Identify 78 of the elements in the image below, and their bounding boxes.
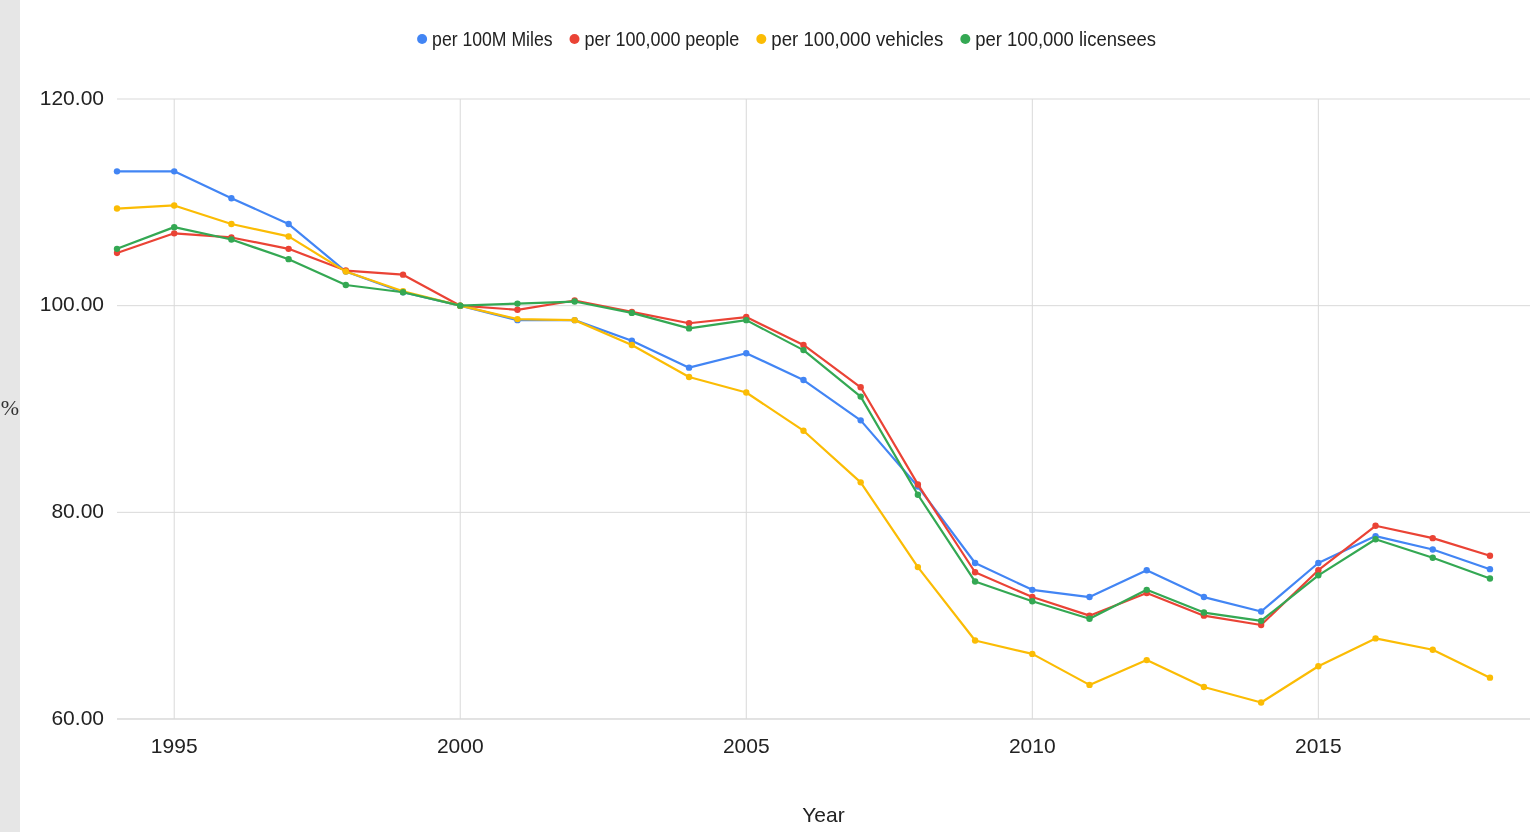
legend-label: per 100,000 vehicles bbox=[771, 26, 966, 50]
point bbox=[113, 245, 121, 253]
point bbox=[1486, 674, 1494, 681]
y-axis-title: % bbox=[0, 395, 20, 421]
point bbox=[228, 195, 235, 202]
y-tick-label: 60.00 bbox=[51, 705, 104, 729]
point bbox=[685, 325, 693, 332]
point bbox=[1429, 534, 1436, 542]
point bbox=[171, 223, 178, 231]
y-tick-label: 100.00 bbox=[39, 292, 104, 316]
point bbox=[228, 220, 235, 228]
point bbox=[971, 637, 979, 644]
point bbox=[285, 220, 292, 228]
x-tick-label: 2015 bbox=[1294, 733, 1342, 757]
x-axis-title: Year bbox=[802, 802, 845, 826]
point bbox=[1372, 522, 1379, 529]
point bbox=[171, 168, 178, 175]
point bbox=[914, 563, 922, 571]
point bbox=[800, 346, 807, 354]
point bbox=[285, 233, 292, 240]
point bbox=[800, 427, 807, 434]
point bbox=[1143, 567, 1150, 574]
point bbox=[1029, 586, 1036, 594]
point bbox=[1315, 663, 1322, 670]
y-tick-label: 80.00 bbox=[51, 498, 104, 522]
legend-label: per 100,000 licensees bbox=[975, 26, 1181, 50]
point bbox=[857, 393, 864, 400]
point bbox=[1429, 554, 1436, 561]
y-tick-label: 120.00 bbox=[39, 85, 104, 109]
point bbox=[1486, 565, 1494, 573]
legend-label: per 100M Miles bbox=[432, 26, 576, 50]
point bbox=[514, 300, 521, 307]
point bbox=[1029, 650, 1036, 658]
point bbox=[285, 245, 292, 253]
point bbox=[857, 479, 864, 486]
point bbox=[1429, 546, 1436, 553]
point bbox=[971, 559, 979, 567]
x-tick-label: 2010 bbox=[1008, 733, 1056, 757]
point bbox=[857, 417, 864, 424]
point bbox=[1486, 575, 1494, 582]
x-tick-label: 2005 bbox=[722, 733, 770, 757]
point bbox=[857, 384, 864, 391]
x-tick-label: 1995 bbox=[150, 733, 198, 757]
point bbox=[1315, 559, 1322, 567]
point bbox=[800, 376, 807, 384]
point bbox=[1257, 699, 1265, 706]
point bbox=[1486, 552, 1494, 559]
point bbox=[628, 341, 636, 349]
point bbox=[1429, 646, 1436, 653]
point bbox=[914, 491, 922, 498]
point bbox=[1086, 681, 1093, 689]
point bbox=[971, 569, 979, 576]
point bbox=[1257, 617, 1265, 625]
point bbox=[971, 578, 979, 585]
point bbox=[1029, 598, 1036, 605]
legend-label: per 100,000 people bbox=[584, 26, 766, 50]
point bbox=[1200, 593, 1208, 601]
point bbox=[1086, 593, 1093, 601]
point bbox=[1143, 656, 1150, 664]
point bbox=[685, 373, 693, 381]
point bbox=[743, 389, 750, 396]
point bbox=[800, 341, 807, 349]
point bbox=[171, 202, 178, 209]
point bbox=[113, 205, 121, 212]
point bbox=[113, 168, 121, 175]
point bbox=[685, 364, 693, 371]
point bbox=[342, 281, 350, 289]
point bbox=[514, 306, 521, 313]
point bbox=[1200, 683, 1208, 691]
point bbox=[1315, 572, 1322, 579]
point bbox=[1372, 536, 1379, 543]
x-tick-label: 2000 bbox=[436, 733, 484, 757]
point bbox=[743, 350, 750, 357]
point bbox=[1257, 608, 1265, 615]
point bbox=[285, 255, 292, 263]
point bbox=[1372, 635, 1379, 642]
point bbox=[171, 230, 178, 237]
point bbox=[399, 271, 407, 278]
